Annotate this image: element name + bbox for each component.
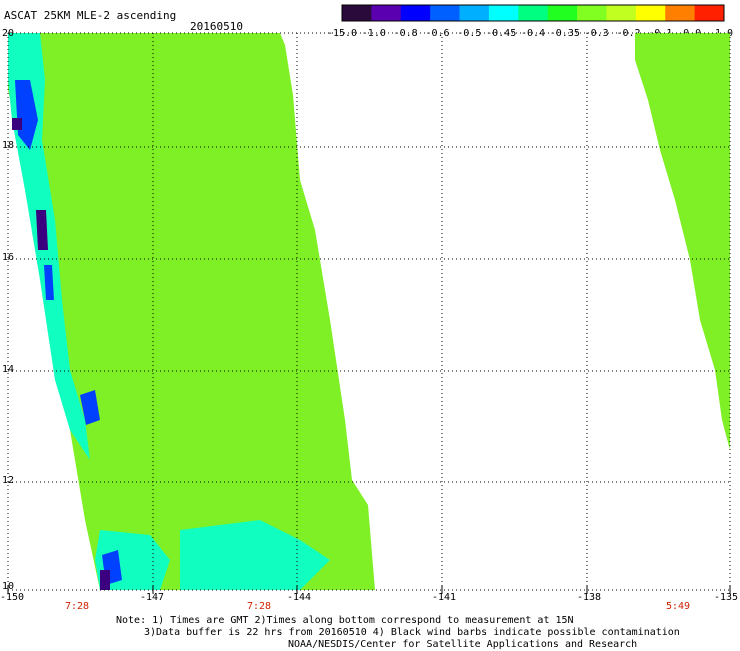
swath-purple-spot <box>12 118 22 130</box>
swath-blue-spot <box>80 390 100 425</box>
colorbar-label: -0.8 <box>394 28 418 39</box>
colorbar-label: -1.0 <box>362 28 386 39</box>
colorbar-segment <box>577 5 607 21</box>
colorbar-label: -15.0 <box>327 28 357 39</box>
lon-label-138: -138 <box>577 592 602 603</box>
pass-time-2: 7:28 <box>247 601 272 612</box>
note-line-2: 3)Data buffer is 22 hrs from 20160510 4)… <box>144 627 680 638</box>
lon-label-144: -144 <box>287 592 312 603</box>
colorbar-segment <box>371 5 402 21</box>
colorbar-segment <box>488 5 519 21</box>
map-title: ASCAT 25KM MLE-2 ascending <box>4 9 177 22</box>
lon-label-135: -135 <box>714 592 739 603</box>
colorbar-segment <box>694 5 725 21</box>
colorbar-frame <box>341 4 725 22</box>
colorbar-segment <box>459 5 490 21</box>
lat-label-18: 18 <box>2 140 15 151</box>
note-line-3: NOAA/NESDIS/Center for Satellite Applica… <box>288 639 638 650</box>
pass-time-3: 5:49 <box>666 601 691 612</box>
colorbar-segment <box>665 5 696 21</box>
colorbar-label: -0.45 <box>486 28 516 39</box>
swath-purple-strip <box>36 210 48 250</box>
swath-right <box>635 33 730 450</box>
lon-label-141: -141 <box>432 592 457 603</box>
lat-label-12: 12 <box>2 475 15 486</box>
lat-label-20: 20 <box>2 28 15 39</box>
colorbar-segment <box>518 5 549 21</box>
colorbar-label: -0.5 <box>457 28 481 39</box>
swath-blue-strip <box>44 265 54 300</box>
swath-left <box>8 33 375 590</box>
colorbar-segment <box>342 5 372 21</box>
lat-label-14: 14 <box>2 364 15 375</box>
swath-bottom-cyan-2 <box>180 520 330 590</box>
colorbar-label: -0.6 <box>425 28 449 39</box>
colorbar-segment <box>606 5 637 21</box>
map-date: 20160510 <box>190 20 243 33</box>
lat-label-10: 10 <box>2 581 15 592</box>
note-line-1: Note: 1) Times are GMT 2)Times along bot… <box>116 615 574 626</box>
lon-label-147: -147 <box>140 592 165 603</box>
pass-time-1: 7:28 <box>65 601 90 612</box>
colorbar-segment <box>430 5 461 21</box>
colorbar-segment <box>547 5 578 21</box>
colorbar-segment <box>635 5 666 21</box>
lat-label-16: 16 <box>2 252 15 263</box>
colorbar-segment <box>400 5 431 21</box>
swath-blue-patch <box>15 80 38 150</box>
lon-label-150: -150 <box>0 592 25 603</box>
swath-purple-bottom <box>100 570 110 590</box>
